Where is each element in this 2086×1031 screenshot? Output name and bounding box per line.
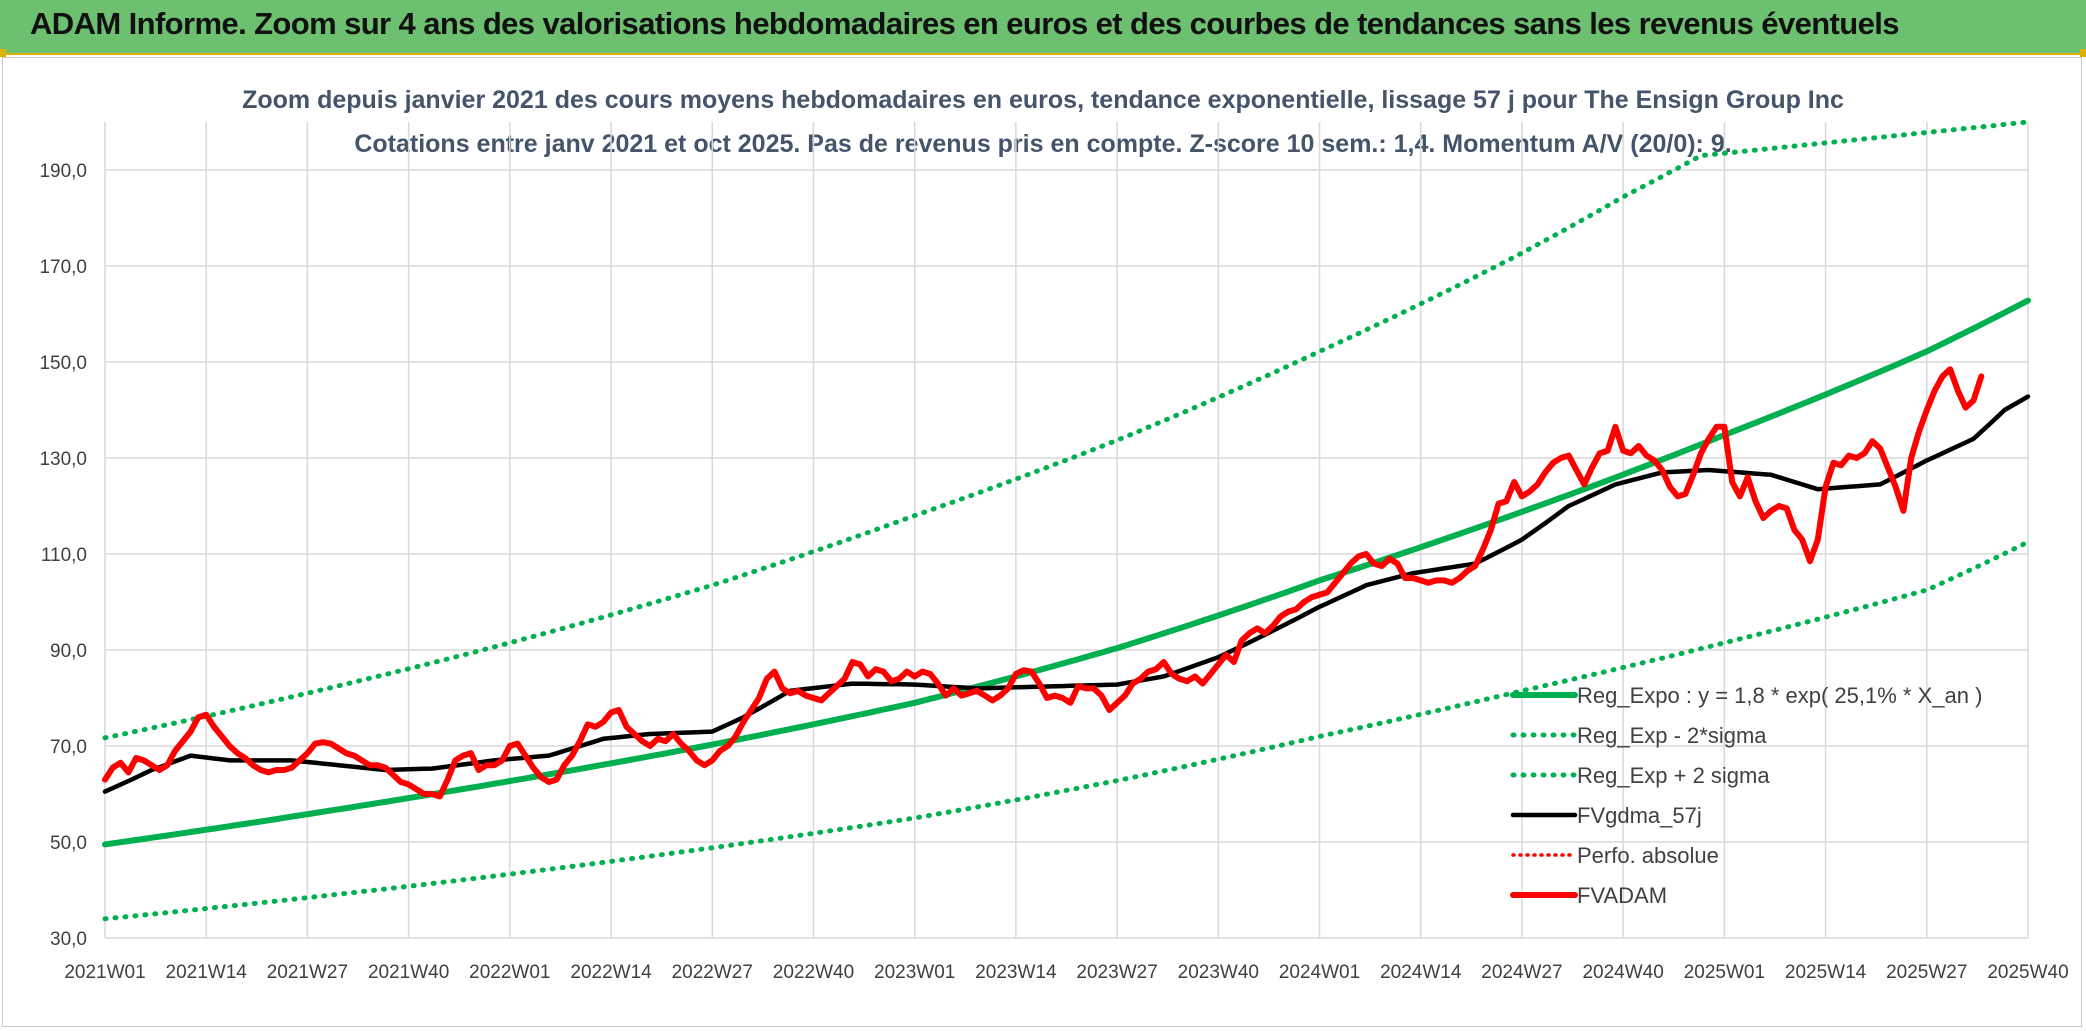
y-tick-label: 190,0 <box>39 161 87 182</box>
x-tick-label: 2021W01 <box>64 962 145 983</box>
legend-entry: Reg_Exp + 2 sigma <box>1577 763 1770 788</box>
x-tick-label: 2024W14 <box>1380 962 1462 983</box>
x-tick-label: 2023W01 <box>874 962 955 983</box>
y-tick-label: 130,0 <box>39 449 87 470</box>
x-tick-label: 2024W01 <box>1279 962 1360 983</box>
y-tick-label: 150,0 <box>39 353 87 374</box>
x-axis-ticks: 2021W01 2021W14 2021W27 2021W40 2022W01 2022W… <box>64 962 2068 983</box>
x-tick-label: 2025W40 <box>1987 962 2068 983</box>
grid-lines <box>104 122 2029 939</box>
x-tick-label: 2023W27 <box>1076 962 1157 983</box>
report-banner: ADAM Informe. Zoom sur 4 ans des valoris… <box>0 0 2086 55</box>
x-tick-label: 2025W27 <box>1886 962 1967 983</box>
y-tick-label: 30,0 <box>50 929 87 950</box>
x-tick-label: 2025W01 <box>1684 962 1765 983</box>
chart-subtitle: Cotations entre janv 2021 et oct 2025. P… <box>354 130 1731 158</box>
banner-title: ADAM Informe. Zoom sur 4 ans des valoris… <box>30 6 1900 41</box>
x-tick-label: 2021W27 <box>267 962 348 983</box>
y-tick-label: 170,0 <box>39 257 87 278</box>
y-tick-label: 90,0 <box>50 641 87 662</box>
x-tick-label: 2025W14 <box>1785 962 1867 983</box>
x-tick-label: 2022W14 <box>570 962 652 983</box>
y-axis-ticks: 30,0 50,0 70,0 90,0 110,0 130,0 150,0 170,0 190,… <box>39 161 87 950</box>
y-tick-label: 70,0 <box>50 737 87 758</box>
series-line-2 <box>102 119 2031 741</box>
x-tick-label: 2023W40 <box>1178 962 1259 983</box>
series-lines <box>102 119 2031 922</box>
legend-entry: Reg_Expo : y = 1,8 * exp( 25,1% * X_an ) <box>1577 683 1982 708</box>
x-tick-label: 2024W40 <box>1582 962 1663 983</box>
series-line-5 <box>102 366 1985 800</box>
legend-entry: Perfo. absolue <box>1577 843 1719 868</box>
y-tick-label: 110,0 <box>41 545 87 566</box>
legend-entry: FVADAM <box>1577 883 1667 908</box>
banner-corner-right <box>2080 49 2086 57</box>
x-tick-label: 2022W40 <box>773 962 854 983</box>
x-tick-label: 2022W27 <box>672 962 753 983</box>
x-tick-label: 2021W14 <box>166 962 248 983</box>
x-tick-label: 2022W01 <box>469 962 550 983</box>
banner-corner-left <box>0 49 6 57</box>
series-line-1 <box>102 539 2031 922</box>
x-tick-label: 2024W27 <box>1481 962 1562 983</box>
chart-title: Zoom depuis janvier 2021 des cours moyen… <box>242 86 1844 114</box>
y-tick-label: 50,0 <box>50 833 87 854</box>
series-line-3 <box>102 394 2031 794</box>
legend-entry: FVgdma_57j <box>1577 803 1702 828</box>
x-tick-label: 2021W40 <box>368 962 449 983</box>
chart-frame <box>2 57 2082 1027</box>
x-tick-label: 2023W14 <box>975 962 1057 983</box>
chart-legend: Reg_Expo : y = 1,8 * exp( 25,1% * X_an )… <box>1510 683 1982 908</box>
legend-entry: Reg_Exp - 2*sigma <box>1577 723 1767 748</box>
